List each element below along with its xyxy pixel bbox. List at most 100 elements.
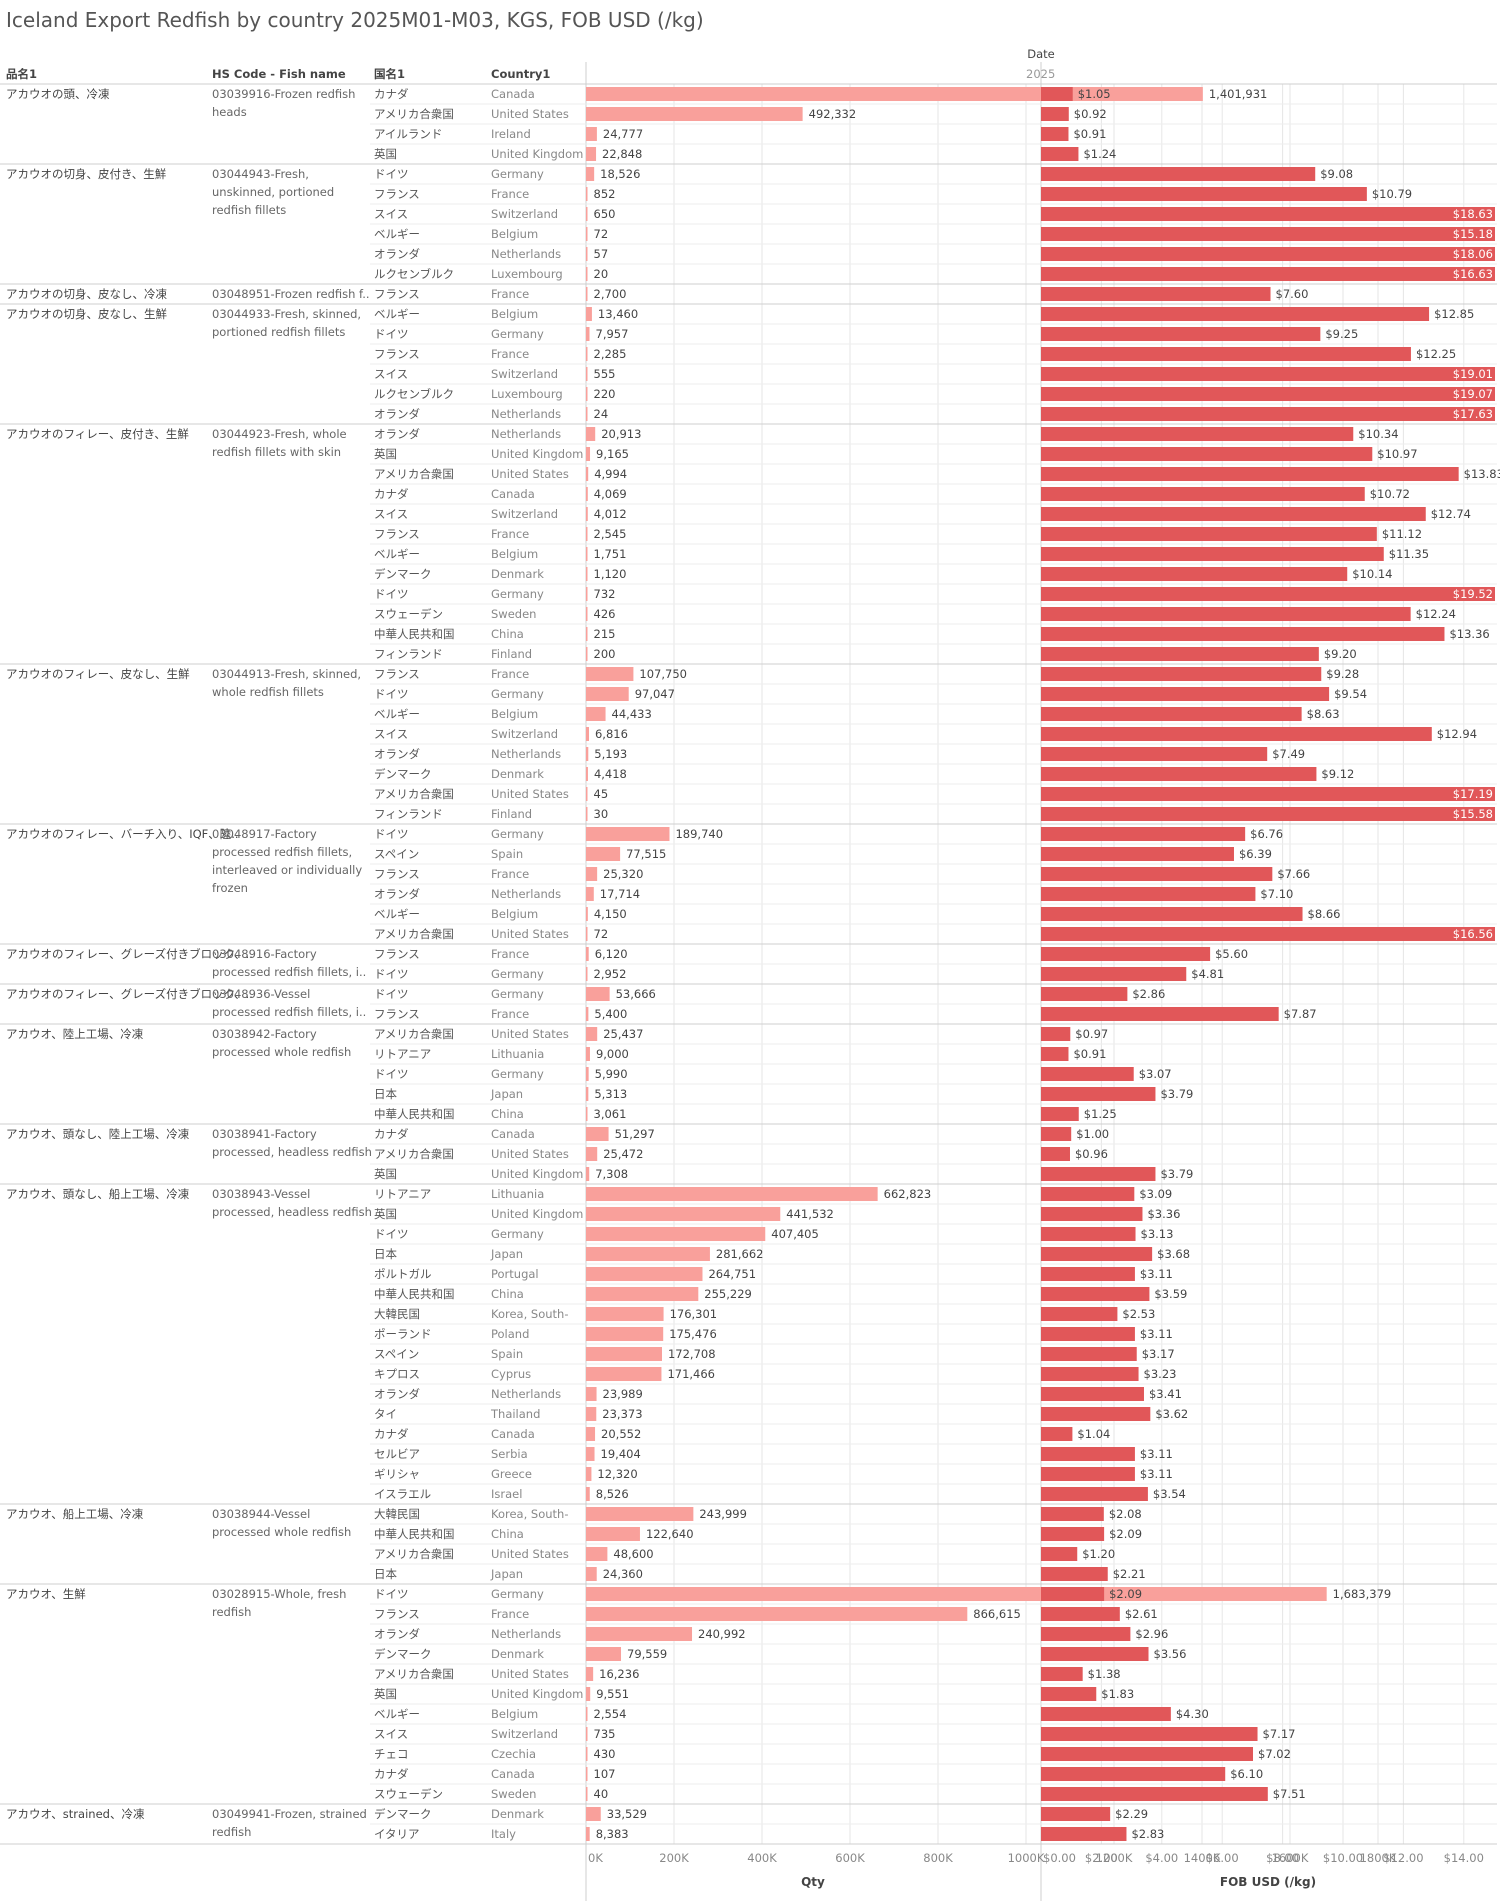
- country-ja: スイス: [374, 1727, 408, 1741]
- price-value-label: $12.25: [1416, 347, 1456, 361]
- country-ja: フランス: [374, 287, 420, 301]
- country-en: Greece: [491, 1467, 532, 1481]
- price-bar: [1041, 1707, 1171, 1721]
- qty-bar: [586, 1407, 597, 1421]
- price-bar: [1041, 667, 1322, 681]
- country-en: Lithuania: [491, 1047, 544, 1061]
- table-row: ベルギー Belgium 4,150 $8.66: [370, 903, 1497, 921]
- qty-bar: [586, 1467, 592, 1481]
- qty-bar: [586, 387, 588, 401]
- country-en: Portugal: [491, 1267, 539, 1281]
- price-bar: [1041, 1787, 1268, 1801]
- price-value-label: $1.25: [1084, 1107, 1117, 1121]
- qty-value-label: 48,600: [613, 1547, 653, 1561]
- price-value-label: $12.24: [1416, 607, 1456, 621]
- axes: Qty FOB USD (/kg) 0K 200K 400K 600K 800K 1000…: [588, 1851, 1484, 1889]
- country-en: Japan: [490, 1247, 523, 1261]
- price-value-label: $3.23: [1144, 1367, 1177, 1381]
- table-row: セルビア Serbia 19,404 $3.11: [370, 1443, 1497, 1461]
- price-value-label: $17.19: [1453, 787, 1493, 801]
- qty-value-label: 24,777: [603, 127, 643, 141]
- price-value-label: $12.85: [1434, 307, 1474, 321]
- country-ja: アイルランド: [374, 127, 442, 141]
- price-bar: [1041, 187, 1367, 201]
- price-value-label: $3.79: [1160, 1167, 1193, 1181]
- qty-value-label: 5,990: [595, 1067, 628, 1081]
- price-value-label: $6.10: [1230, 1767, 1263, 1781]
- qty-bar: [586, 407, 588, 421]
- table-row: 日本 Japan 281,662 $3.68: [370, 1243, 1497, 1261]
- country-ja: カナダ: [374, 1427, 409, 1441]
- country-en: China: [491, 627, 524, 641]
- price-value-label: $2.96: [1135, 1627, 1168, 1641]
- qty-value-label: 25,472: [603, 1147, 643, 1161]
- qty-bar: [586, 1507, 694, 1521]
- price-value-label: $0.97: [1075, 1027, 1108, 1041]
- country-ja: フランス: [374, 867, 420, 881]
- price-value-label: $13.36: [1449, 627, 1489, 641]
- qty-bar: [586, 207, 588, 221]
- table-row: デンマーク Denmark 33,529 $2.29: [374, 1807, 1148, 1821]
- qty-bar: [586, 1447, 595, 1461]
- table-row: ルクセンブルク Luxembourg 220 $19.07: [370, 383, 1497, 401]
- qty-bar: [586, 887, 594, 901]
- qty-tick-label: 400K: [747, 1851, 777, 1865]
- country-en: Netherlands: [491, 1387, 561, 1401]
- qty-bar: [586, 167, 595, 181]
- hs-code-label: interleaved or individually: [212, 863, 362, 877]
- price-bar: [1041, 587, 1495, 601]
- hs-code-label: 03044913-Fresh, skinned,: [212, 667, 361, 681]
- qty-value-label: 23,989: [603, 1387, 643, 1401]
- price-value-label: $3.11: [1140, 1467, 1173, 1481]
- country-ja: ドイツ: [374, 827, 409, 841]
- price-value-label: $17.63: [1453, 407, 1493, 421]
- price-value-label: $9.25: [1325, 327, 1358, 341]
- price-bar: [1041, 1247, 1153, 1261]
- country-en: United States: [491, 1147, 569, 1161]
- header-item: 品名1: [6, 67, 37, 81]
- qty-bar: [586, 587, 588, 601]
- country-en: United States: [491, 1027, 569, 1041]
- country-en: Denmark: [491, 767, 544, 781]
- qty-value-label: 25,437: [603, 1027, 643, 1041]
- qty-tick-label: 1600K: [1272, 1851, 1309, 1865]
- country-ja: ベルギー: [374, 307, 420, 321]
- qty-bar: [586, 767, 588, 781]
- qty-value-label: 122,640: [646, 1527, 694, 1541]
- qty-bar: [586, 1487, 590, 1501]
- country-ja: フランス: [374, 527, 420, 541]
- price-value-label: $2.83: [1131, 1827, 1164, 1841]
- price-bar: [1041, 1627, 1131, 1641]
- qty-value-label: 22,848: [602, 147, 642, 161]
- price-bar: [1041, 387, 1495, 401]
- table-row: 中華人民共和国 China 255,229 $3.59: [370, 1283, 1497, 1301]
- hs-code-label: unskinned, portioned: [212, 185, 334, 199]
- country-ja: 日本: [374, 1247, 397, 1261]
- table-row: スイス Switzerland 6,816 $12.94: [370, 723, 1497, 741]
- qty-bar: [586, 1147, 598, 1161]
- qty-value-label: 107,750: [639, 667, 687, 681]
- table-row: スイス Switzerland 4,012 $12.74: [370, 503, 1497, 521]
- qty-bar: [586, 1207, 781, 1221]
- price-bar: [1041, 367, 1495, 381]
- table-row: 英国 United Kingdom 9,551 $1.83: [370, 1683, 1497, 1701]
- country-ja: スペイン: [374, 847, 419, 861]
- table-row: フランス France 6,120 $5.60: [374, 947, 1248, 961]
- country-ja: フィンランド: [374, 807, 443, 821]
- price-bar: [1041, 1527, 1105, 1541]
- qty-value-label: 732: [594, 587, 616, 601]
- hs-code-label: 03044933-Fresh, skinned,: [212, 307, 361, 321]
- price-bar: [1041, 647, 1319, 661]
- country-en: Belgium: [491, 227, 538, 241]
- country-ja: アメリカ合衆国: [374, 787, 454, 801]
- price-bar: [1041, 207, 1495, 221]
- qty-bar: [586, 507, 588, 521]
- price-value-label: $7.87: [1284, 1007, 1317, 1021]
- qty-value-label: 215: [594, 627, 616, 641]
- qty-value-label: 1,683,379: [1333, 1587, 1392, 1601]
- table-row: スイス Switzerland 735 $7.17: [370, 1723, 1497, 1741]
- qty-bar: [586, 227, 588, 241]
- qty-value-label: 176,301: [670, 1307, 718, 1321]
- qty-value-label: 72: [594, 927, 609, 941]
- qty-value-label: 172,708: [668, 1347, 716, 1361]
